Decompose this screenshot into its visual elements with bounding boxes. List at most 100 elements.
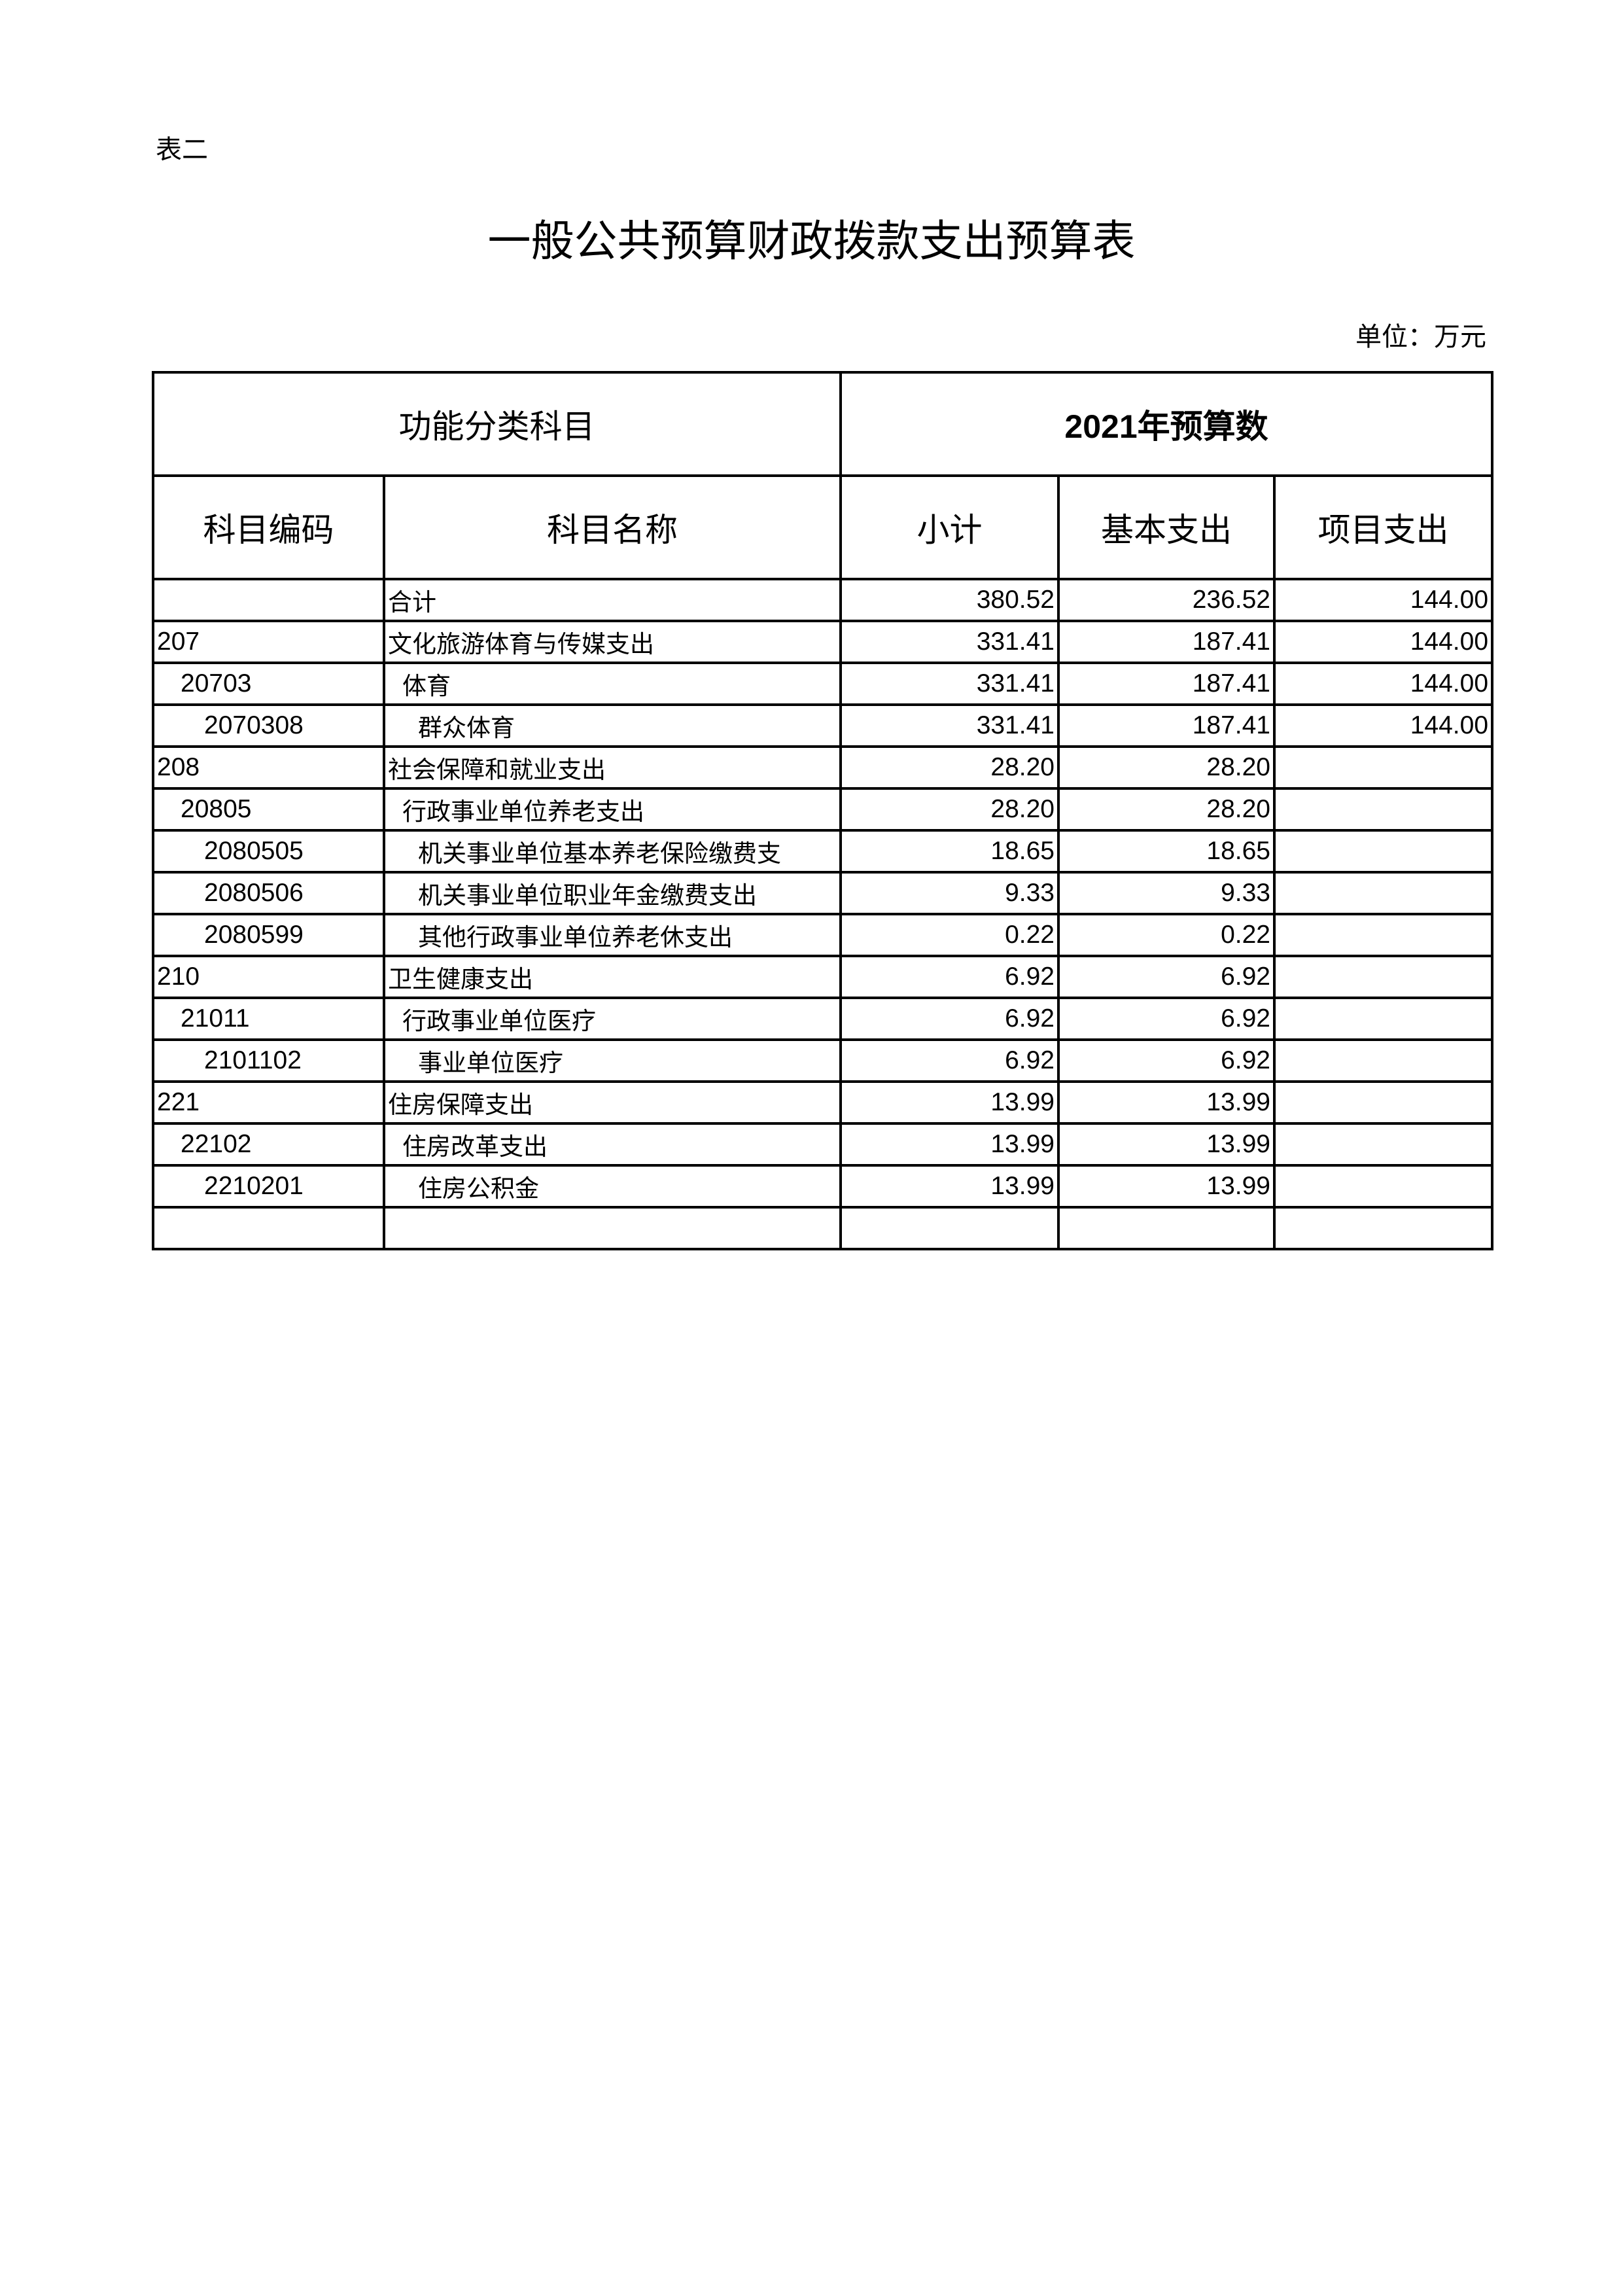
- cell-subtotal: 6.92: [839, 1038, 1060, 1083]
- cell-code: 20805: [152, 787, 385, 832]
- table-row: 207 文化旅游体育与传媒支出 331.41 187.41 144.00: [152, 620, 1494, 664]
- cell-code: [152, 578, 385, 622]
- cell-code: 221: [152, 1080, 385, 1125]
- unit-label: 单位：万元: [1355, 322, 1486, 352]
- cell-name: 合计: [383, 578, 842, 622]
- header-project: 项目支出: [1272, 474, 1494, 580]
- cell-project: [1272, 1206, 1494, 1250]
- cell-code: 210: [152, 955, 385, 999]
- cell-basic: 6.92: [1057, 997, 1276, 1041]
- cell-project: 144.00: [1272, 662, 1494, 706]
- cell-subtotal: 18.65: [839, 829, 1060, 874]
- cell-name: 社会保障和就业支出: [383, 745, 842, 790]
- cell-project: [1272, 1080, 1494, 1125]
- cell-basic: 28.20: [1057, 745, 1276, 790]
- table-row: 208 社会保障和就业支出 28.20 28.20: [152, 745, 1494, 790]
- cell-name: 群众体育: [383, 703, 842, 748]
- cell-subtotal: 13.99: [839, 1164, 1060, 1209]
- cell-basic: 6.92: [1057, 1038, 1276, 1083]
- cell-code: 208: [152, 745, 385, 790]
- cell-name: 其他行政事业单位养老休支出: [383, 913, 842, 957]
- cell-code: 2080599: [152, 913, 385, 957]
- cell-code: 2080505: [152, 829, 385, 874]
- table-row: 合计 380.52 236.52 144.00: [152, 578, 1494, 622]
- table-row: 2080505 机关事业单位基本养老保险缴费支 18.65 18.65: [152, 829, 1494, 874]
- table-row: 2101102 事业单位医疗 6.92 6.92: [152, 1038, 1494, 1083]
- cell-name: 事业单位医疗: [383, 1038, 842, 1083]
- header-subtotal: 小计: [839, 474, 1060, 580]
- cell-code: 2210201: [152, 1164, 385, 1209]
- cell-subtotal: [839, 1206, 1060, 1250]
- cell-name: 住房保障支出: [383, 1080, 842, 1125]
- cell-subtotal: 13.99: [839, 1122, 1060, 1167]
- header-row-1: 功能分类科目 2021年预算数: [152, 371, 1494, 477]
- cell-basic: 13.99: [1057, 1080, 1276, 1125]
- header-budget-2021: 2021年预算数: [839, 371, 1494, 477]
- cell-subtotal: 9.33: [839, 871, 1060, 915]
- cell-subtotal: 28.20: [839, 745, 1060, 790]
- cell-name: 体育: [383, 662, 842, 706]
- cell-project: [1272, 955, 1494, 999]
- cell-project: [1272, 1038, 1494, 1083]
- cell-basic: [1057, 1206, 1276, 1250]
- cell-subtotal: 331.41: [839, 620, 1060, 664]
- cell-subtotal: 0.22: [839, 913, 1060, 957]
- cell-code: [152, 1206, 385, 1250]
- cell-name: 机关事业单位职业年金缴费支出: [383, 871, 842, 915]
- header-code: 科目编码: [152, 474, 385, 580]
- cell-project: [1272, 787, 1494, 832]
- cell-name: 住房改革支出: [383, 1122, 842, 1167]
- table-row: 2080599 其他行政事业单位养老休支出 0.22 0.22: [152, 913, 1494, 957]
- cell-project: [1272, 997, 1494, 1041]
- table-row: [152, 1206, 1494, 1250]
- cell-name: 文化旅游体育与传媒支出: [383, 620, 842, 664]
- table-row: 2080506 机关事业单位职业年金缴费支出 9.33 9.33: [152, 871, 1494, 915]
- cell-project: [1272, 745, 1494, 790]
- cell-project: [1272, 829, 1494, 874]
- cell-name: 行政事业单位养老支出: [383, 787, 842, 832]
- cell-subtotal: 13.99: [839, 1080, 1060, 1125]
- cell-subtotal: 6.92: [839, 955, 1060, 999]
- table-row: 21011 行政事业单位医疗 6.92 6.92: [152, 997, 1494, 1041]
- cell-code: 207: [152, 620, 385, 664]
- cell-project: [1272, 1122, 1494, 1167]
- cell-project: 144.00: [1272, 703, 1494, 748]
- cell-basic: 187.41: [1057, 703, 1276, 748]
- cell-name: 卫生健康支出: [383, 955, 842, 999]
- cell-project: 144.00: [1272, 578, 1494, 622]
- cell-name: [383, 1206, 842, 1250]
- cell-project: 144.00: [1272, 620, 1494, 664]
- cell-name: 机关事业单位基本养老保险缴费支: [383, 829, 842, 874]
- table-row: 210 卫生健康支出 6.92 6.92: [152, 955, 1494, 999]
- page-title: 一般公共预算财政拨款支出预算表: [487, 216, 1136, 266]
- cell-basic: 28.20: [1057, 787, 1276, 832]
- cell-project: [1272, 871, 1494, 915]
- header-function-category: 功能分类科目: [152, 371, 842, 477]
- cell-subtotal: 331.41: [839, 662, 1060, 706]
- cell-subtotal: 6.92: [839, 997, 1060, 1041]
- header-name: 科目名称: [383, 474, 842, 580]
- cell-name: 行政事业单位医疗: [383, 997, 842, 1041]
- table-number: 表二: [156, 135, 208, 165]
- table-row: 2070308 群众体育 331.41 187.41 144.00: [152, 703, 1494, 748]
- cell-basic: 236.52: [1057, 578, 1276, 622]
- table-row: 2210201 住房公积金 13.99 13.99: [152, 1164, 1494, 1209]
- cell-subtotal: 331.41: [839, 703, 1060, 748]
- table-row: 221 住房保障支出 13.99 13.99: [152, 1080, 1494, 1125]
- cell-project: [1272, 913, 1494, 957]
- cell-code: 2101102: [152, 1038, 385, 1083]
- cell-code: 20703: [152, 662, 385, 706]
- cell-project: [1272, 1164, 1494, 1209]
- header-row-2: 科目编码 科目名称 小计 基本支出 项目支出: [152, 474, 1494, 580]
- cell-basic: 13.99: [1057, 1122, 1276, 1167]
- cell-code: 2080506: [152, 871, 385, 915]
- cell-basic: 0.22: [1057, 913, 1276, 957]
- table-row: 20805 行政事业单位养老支出 28.20 28.20: [152, 787, 1494, 832]
- cell-basic: 187.41: [1057, 620, 1276, 664]
- cell-code: 21011: [152, 997, 385, 1041]
- cell-basic: 13.99: [1057, 1164, 1276, 1209]
- cell-name: 住房公积金: [383, 1164, 842, 1209]
- cell-basic: 187.41: [1057, 662, 1276, 706]
- table-row: 22102 住房改革支出 13.99 13.99: [152, 1122, 1494, 1167]
- cell-subtotal: 380.52: [839, 578, 1060, 622]
